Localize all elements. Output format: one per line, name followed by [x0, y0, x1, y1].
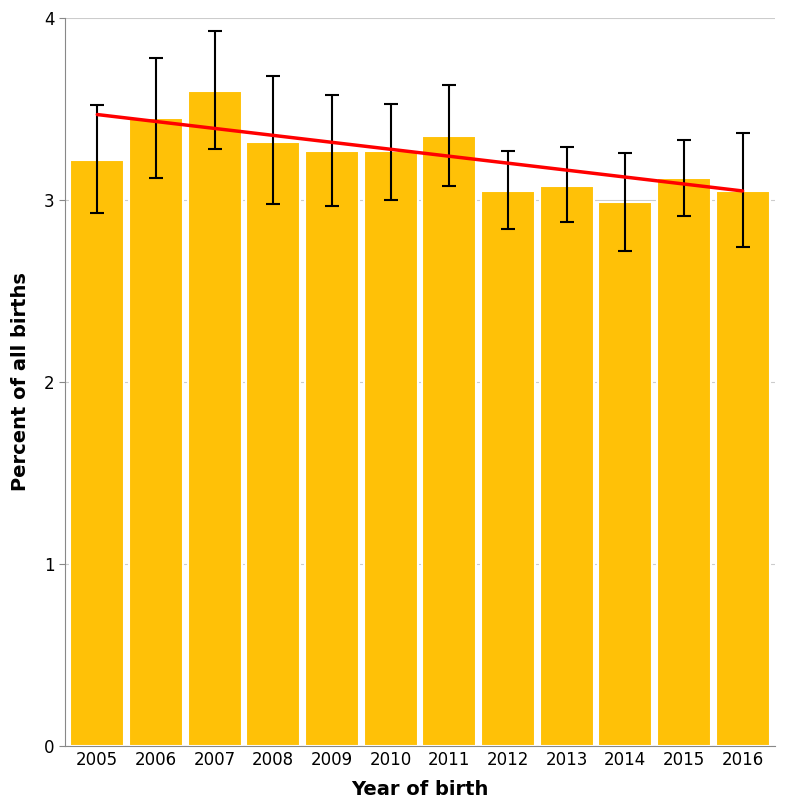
X-axis label: Year of birth: Year of birth [351, 780, 489, 799]
Bar [129, 118, 183, 746]
Bar [715, 191, 769, 746]
Bar [364, 151, 417, 746]
Bar [246, 142, 300, 746]
Y-axis label: Percent of all births: Percent of all births [11, 273, 30, 492]
Bar [657, 178, 711, 746]
Bar [598, 202, 652, 746]
Bar [481, 191, 535, 746]
Bar [540, 185, 593, 746]
Bar [188, 91, 241, 746]
Bar [70, 160, 124, 746]
Bar [305, 151, 359, 746]
Bar [422, 136, 476, 746]
